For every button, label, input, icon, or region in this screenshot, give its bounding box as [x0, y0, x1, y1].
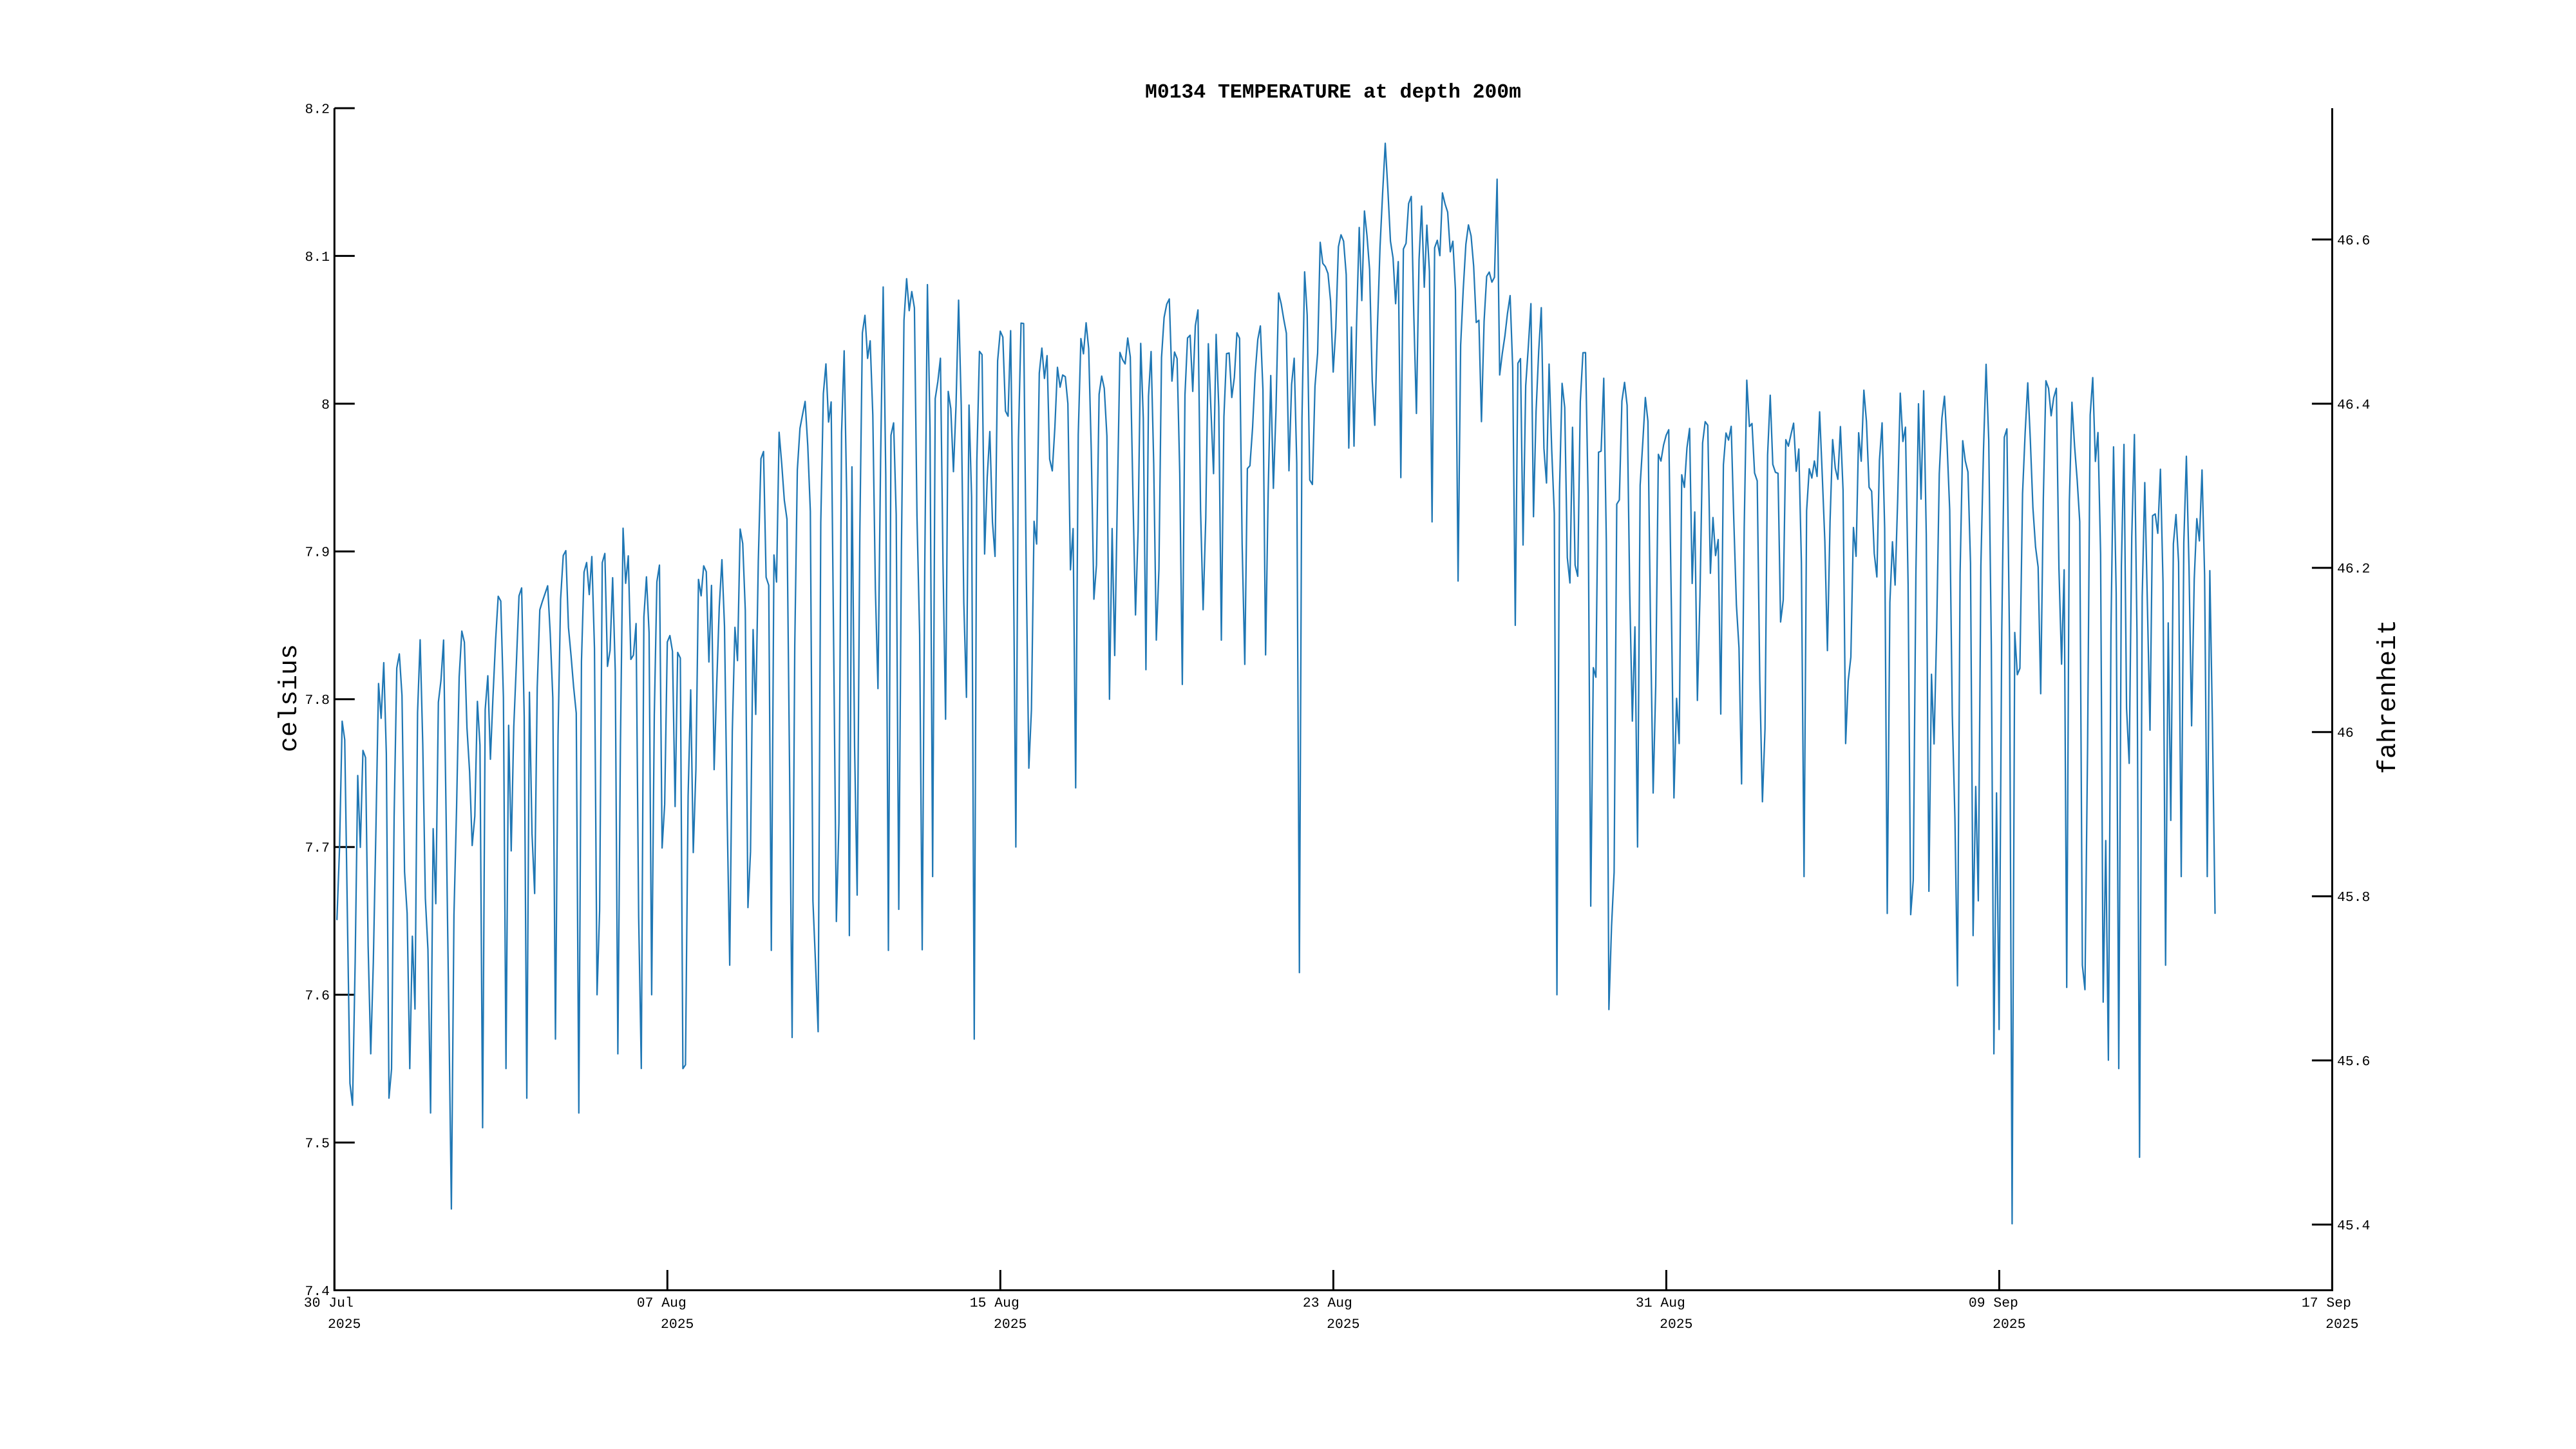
svg-text:46.4: 46.4 [2337, 397, 2370, 413]
svg-text:7.4: 7.4 [305, 1284, 330, 1300]
svg-text:2025: 2025 [328, 1317, 361, 1332]
svg-text:7.8: 7.8 [305, 693, 330, 708]
svg-text:23 Aug: 23 Aug [1303, 1296, 1352, 1311]
svg-text:45.4: 45.4 [2337, 1218, 2370, 1234]
svg-text:M0134 TEMPERATURE at depth 200: M0134 TEMPERATURE at depth 200m [1145, 82, 1521, 104]
svg-text:2025: 2025 [2325, 1317, 2358, 1332]
svg-text:8: 8 [321, 397, 330, 413]
svg-text:7.6: 7.6 [305, 989, 330, 1004]
svg-text:8.1: 8.1 [305, 250, 330, 265]
svg-text:46.6: 46.6 [2337, 233, 2370, 249]
svg-text:fahrenheit: fahrenheit [2374, 620, 2403, 774]
svg-text:7.7: 7.7 [305, 841, 330, 857]
svg-text:31 Aug: 31 Aug [1636, 1296, 1685, 1311]
svg-text:46: 46 [2337, 726, 2354, 741]
svg-text:45.6: 45.6 [2337, 1054, 2370, 1070]
svg-text:7.9: 7.9 [305, 545, 330, 561]
svg-text:15 Aug: 15 Aug [970, 1296, 1019, 1311]
svg-text:2025: 2025 [661, 1317, 694, 1332]
svg-text:45.8: 45.8 [2337, 890, 2370, 905]
svg-text:2025: 2025 [1993, 1317, 2025, 1332]
svg-text:celsius: celsius [276, 644, 305, 752]
svg-text:30 Jul: 30 Jul [304, 1296, 354, 1311]
svg-text:2025: 2025 [1660, 1317, 1692, 1332]
svg-text:46.2: 46.2 [2337, 562, 2370, 577]
svg-text:17 Sep: 17 Sep [2302, 1296, 2351, 1311]
svg-text:2025: 2025 [1327, 1317, 1359, 1332]
svg-text:7.5: 7.5 [305, 1137, 330, 1152]
svg-text:09 Sep: 09 Sep [1969, 1296, 2018, 1311]
svg-text:07 Aug: 07 Aug [637, 1296, 687, 1311]
svg-text:2025: 2025 [994, 1317, 1027, 1332]
svg-text:8.2: 8.2 [305, 102, 330, 117]
